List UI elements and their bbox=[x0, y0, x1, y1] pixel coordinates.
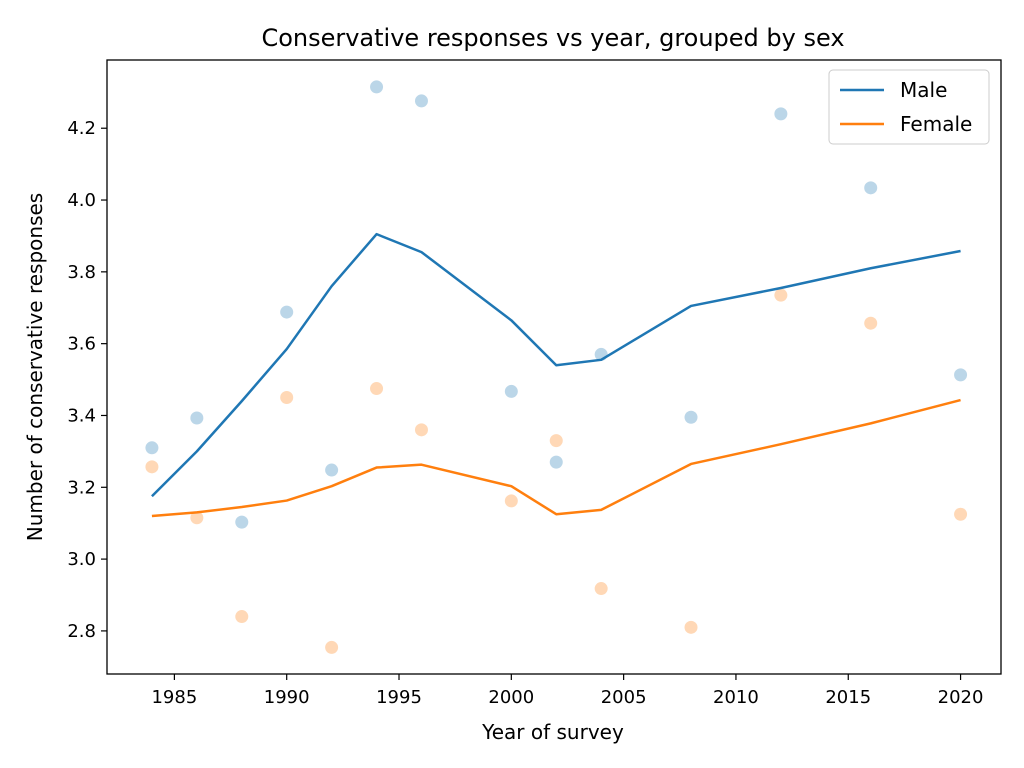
y-tick-label: 3.0 bbox=[67, 549, 96, 570]
point-male bbox=[504, 384, 518, 398]
y-tick-label: 3.2 bbox=[67, 477, 96, 498]
point-male bbox=[549, 455, 563, 469]
point-male bbox=[145, 441, 159, 455]
x-tick-label: 2020 bbox=[938, 687, 984, 708]
point-female bbox=[370, 382, 384, 396]
point-female bbox=[774, 288, 788, 302]
y-tick-label: 3.6 bbox=[67, 334, 96, 355]
legend-label-female: Female bbox=[900, 112, 972, 136]
point-male bbox=[325, 463, 339, 477]
x-tick-label: 1985 bbox=[151, 687, 197, 708]
point-male bbox=[280, 305, 294, 319]
point-female bbox=[414, 423, 428, 437]
series-lines bbox=[151, 232, 961, 518]
y-tick-label: 3.4 bbox=[67, 405, 96, 426]
point-female bbox=[504, 494, 518, 508]
line-female bbox=[151, 398, 961, 518]
chart-title: Conservative responses vs year, grouped … bbox=[261, 24, 844, 52]
point-female bbox=[325, 640, 339, 654]
point-male bbox=[235, 515, 249, 529]
y-tick-label: 4.2 bbox=[67, 118, 96, 139]
x-axis-label: Year of survey bbox=[481, 720, 624, 744]
point-female bbox=[235, 610, 249, 624]
point-male bbox=[684, 410, 698, 424]
point-female bbox=[145, 460, 159, 474]
point-male bbox=[370, 80, 384, 94]
legend-label-male: Male bbox=[900, 78, 947, 102]
point-male bbox=[414, 94, 428, 108]
x-tick-label: 1990 bbox=[264, 687, 310, 708]
plot-area-frame bbox=[106, 59, 1002, 675]
point-female bbox=[864, 316, 878, 330]
scatter-points bbox=[145, 80, 968, 654]
point-female bbox=[190, 511, 204, 525]
point-female bbox=[684, 620, 698, 634]
line-male bbox=[151, 232, 961, 498]
y-axis-ticks: 2.8 3.0 3.2 3.4 3.6 3.8 4.0 4.2 bbox=[67, 118, 107, 642]
point-male bbox=[864, 181, 878, 195]
y-tick-label: 2.8 bbox=[67, 621, 96, 642]
y-tick-label: 4.0 bbox=[67, 190, 96, 211]
x-tick-label: 2005 bbox=[601, 687, 647, 708]
x-tick-label: 2000 bbox=[488, 687, 534, 708]
legend: Male Female bbox=[828, 69, 990, 145]
y-axis-label: Number of conservative responses bbox=[23, 193, 47, 541]
y-tick-label: 3.8 bbox=[67, 262, 96, 283]
x-axis-ticks: 1985 1990 1995 2000 2005 2010 2015 2020 bbox=[151, 674, 983, 708]
point-male bbox=[954, 368, 968, 382]
x-tick-label: 2015 bbox=[825, 687, 871, 708]
x-tick-label: 2010 bbox=[713, 687, 759, 708]
legend-box bbox=[828, 69, 990, 145]
point-female bbox=[594, 582, 608, 596]
point-female bbox=[280, 391, 294, 405]
point-male bbox=[774, 107, 788, 121]
point-female bbox=[954, 507, 968, 521]
point-female bbox=[549, 434, 563, 448]
point-male bbox=[190, 411, 204, 425]
x-tick-label: 1995 bbox=[376, 687, 422, 708]
